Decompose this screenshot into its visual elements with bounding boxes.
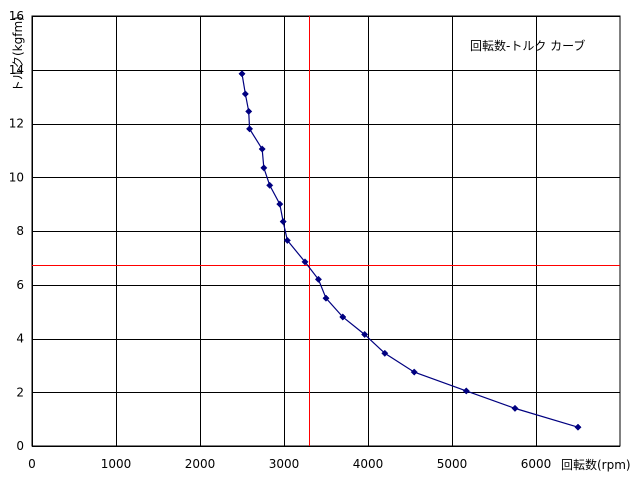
y-tick-label: 0 <box>16 439 24 453</box>
y-tick-label: 16 <box>9 9 24 23</box>
x-tick-label: 3000 <box>269 457 300 471</box>
reference-lines <box>32 16 620 446</box>
y-tick-label: 8 <box>16 224 24 238</box>
x-tick-label: 6000 <box>521 457 552 471</box>
data-point <box>361 330 369 339</box>
data-point <box>276 200 284 208</box>
x-tick-label: 0 <box>28 457 36 471</box>
data-point <box>279 218 287 226</box>
y-tick-label: 10 <box>9 170 24 184</box>
tick-labels: 0 1000 2000 3000 4000 5000 6000 0 2 4 6 8 10 12 14 16 <box>9 9 552 471</box>
data-point <box>283 236 291 244</box>
data-point <box>574 423 582 431</box>
y-tick-label: 6 <box>16 278 24 292</box>
data-point <box>314 275 322 283</box>
y-tick-label: 2 <box>16 385 24 399</box>
y-tick-label: 4 <box>16 332 24 346</box>
data-point <box>258 145 266 153</box>
data-point <box>381 349 389 357</box>
data-point <box>301 258 309 266</box>
y-axis-title: トルク(kgfm) <box>11 16 25 92</box>
data-point <box>245 107 253 115</box>
x-tick-label: 4000 <box>353 457 384 471</box>
data-point <box>410 368 418 376</box>
y-tick-label: 14 <box>9 63 24 77</box>
x-axis-title: 回転数(rpm) <box>561 457 631 472</box>
x-tick-label: 5000 <box>437 457 468 471</box>
data-point <box>238 70 246 78</box>
grid-layer <box>31 15 621 447</box>
x-tick-label: 2000 <box>185 457 216 471</box>
y-tick-label: 12 <box>9 117 24 131</box>
data-point <box>322 294 330 302</box>
chart-title: 回転数-トルク カーブ <box>470 38 585 53</box>
x-tick-label: 1000 <box>101 457 132 471</box>
data-point <box>339 313 347 321</box>
data-point <box>246 125 254 133</box>
series-layer <box>238 70 582 431</box>
data-point <box>266 181 274 189</box>
data-point <box>511 404 519 412</box>
data-point <box>241 90 249 98</box>
series-line <box>241 73 579 428</box>
data-point <box>462 387 470 395</box>
data-point <box>260 164 268 172</box>
